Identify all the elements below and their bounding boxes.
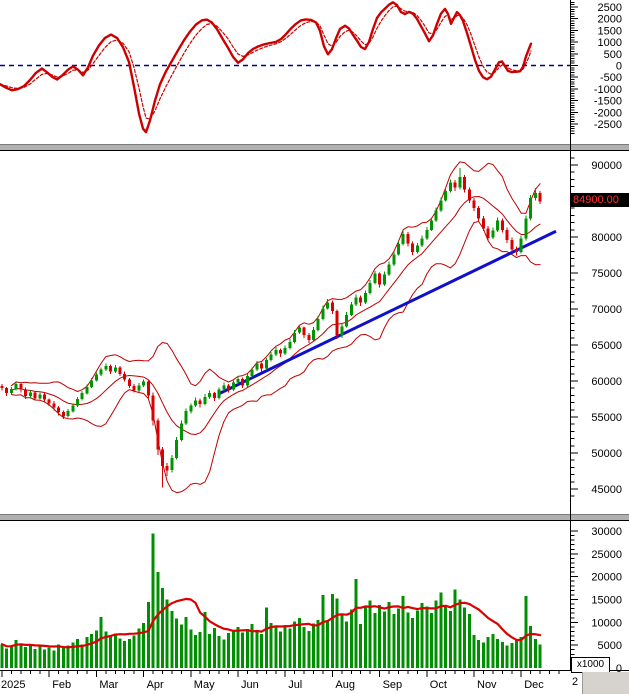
- svg-text:1000: 1000: [598, 37, 622, 49]
- svg-text:-1500: -1500: [594, 96, 622, 108]
- panel-splitters[interactable]: [0, 144, 629, 521]
- svg-text:2000: 2000: [598, 14, 622, 26]
- svg-text:20000: 20000: [591, 572, 622, 584]
- svg-text:70000: 70000: [591, 304, 622, 316]
- candlestick-series: [0, 167, 542, 488]
- svg-text:Aug: Aug: [335, 679, 355, 691]
- bollinger-lower-line: [10, 221, 541, 494]
- svg-text:30000: 30000: [591, 526, 622, 538]
- svg-text:Mar: Mar: [99, 679, 118, 691]
- volume-unit-label: x1000: [571, 657, 610, 673]
- svg-text:60000: 60000: [591, 376, 622, 388]
- scrollbar-corner: [582, 672, 629, 694]
- date-axis[interactable]: 2025 Feb Mar Apr May Jun Jul Aug Sep Oct Nov Dec: [0, 670, 629, 692]
- svg-text:Apr: Apr: [147, 679, 164, 691]
- svg-text:65000: 65000: [591, 340, 622, 352]
- svg-text:80000: 80000: [591, 232, 622, 244]
- svg-text:-500: -500: [600, 72, 622, 84]
- volume-ma: [0, 597, 542, 649]
- x-axis-next-year-label: 2: [572, 676, 579, 688]
- svg-text:May: May: [194, 679, 215, 691]
- svg-text:50000: 50000: [591, 448, 622, 460]
- price-panel[interactable]: [10, 161, 557, 494]
- svg-text:Nov: Nov: [477, 679, 497, 691]
- oscillator-main-line: [0, 1, 533, 134]
- svg-text:5000: 5000: [598, 640, 622, 652]
- svg-text:2025: 2025: [1, 679, 25, 691]
- svg-text:90000: 90000: [591, 160, 622, 172]
- svg-text:10000: 10000: [591, 617, 622, 629]
- svg-text:75000: 75000: [591, 268, 622, 280]
- svg-text:2500: 2500: [598, 2, 622, 14]
- svg-text:-2000: -2000: [594, 107, 622, 119]
- trendline: [219, 229, 557, 395]
- bollinger-upper-line: [10, 161, 541, 392]
- svg-text:45000: 45000: [591, 484, 622, 496]
- svg-text:25000: 25000: [591, 549, 622, 561]
- svg-text:Jul: Jul: [288, 679, 302, 691]
- oscillator-panel[interactable]: [0, 1, 570, 134]
- volume-panel[interactable]: [0, 533, 542, 669]
- svg-text:Oct: Oct: [430, 679, 447, 691]
- svg-text:0: 0: [616, 61, 622, 73]
- svg-text:1500: 1500: [598, 25, 622, 37]
- last-price-label: 84900.00: [571, 193, 629, 207]
- svg-text:0: 0: [616, 663, 622, 675]
- svg-text:-1000: -1000: [594, 84, 622, 96]
- volume-ma-line: [0, 597, 542, 649]
- svg-text:-2500: -2500: [594, 119, 622, 131]
- price-axis[interactable]: -2500-2000-1500-1000-5000500100015002000…: [570, 0, 622, 675]
- svg-text:Dec: Dec: [524, 679, 544, 691]
- bollinger-middle-line: [10, 196, 541, 435]
- svg-text:55000: 55000: [591, 412, 622, 424]
- svg-text:Sep: Sep: [383, 679, 403, 691]
- svg-text:500: 500: [604, 49, 622, 61]
- svg-text:15000: 15000: [591, 595, 622, 607]
- svg-text:Feb: Feb: [52, 679, 71, 691]
- svg-text:Jun: Jun: [241, 679, 259, 691]
